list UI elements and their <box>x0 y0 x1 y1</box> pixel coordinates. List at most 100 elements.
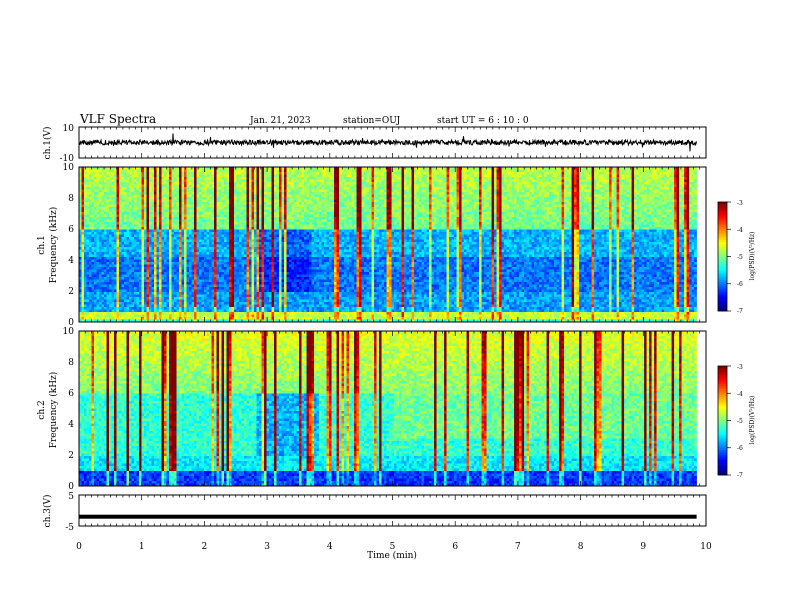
spectrogram-cell <box>229 167 232 170</box>
spectrogram-cell <box>256 182 260 185</box>
spectrogram-cell <box>439 209 442 213</box>
spectrogram-cell <box>226 179 230 183</box>
spectrogram-cell <box>664 192 667 195</box>
spectrogram-cell <box>226 197 230 200</box>
spectrogram-cell <box>109 192 112 195</box>
spectrogram-cell <box>501 192 505 195</box>
spectrogram-cell <box>374 184 377 188</box>
spectrogram-cell <box>284 179 287 183</box>
spectrogram-cell <box>174 202 177 205</box>
spectrogram-cell <box>236 192 240 195</box>
spectrogram-cell <box>491 199 495 203</box>
spectrogram-cell <box>216 207 220 210</box>
spectrogram-cell <box>159 199 162 203</box>
spectrogram-cell <box>231 177 235 180</box>
spectrogram-cell <box>624 179 627 183</box>
spectrogram-cell <box>374 187 377 190</box>
spectrogram-cell <box>194 179 197 183</box>
spectrogram-cell <box>376 179 380 183</box>
spectrogram-cell <box>231 199 235 203</box>
spectrogram-cell <box>264 192 267 195</box>
spectrogram-cell <box>684 187 687 190</box>
spectrogram-cell <box>421 179 425 183</box>
spectrogram-cell <box>311 167 315 170</box>
spectrogram-cell <box>504 192 507 195</box>
spectrogram-cell <box>114 184 117 188</box>
spectrogram-cell <box>669 212 672 215</box>
spectrogram-cell <box>389 169 392 173</box>
spectrogram-cell <box>561 202 565 205</box>
spectrogram-cell <box>644 172 647 175</box>
spectrogram-cell <box>221 204 225 208</box>
spectrogram-cell <box>389 187 392 190</box>
spectrogram-cell <box>436 197 440 200</box>
spectrogram-cell <box>251 172 255 175</box>
spectrogram-cell <box>466 177 470 180</box>
spectrogram-cell <box>449 172 452 175</box>
spectrogram-cell <box>556 207 560 210</box>
spectrogram-cell <box>601 184 605 188</box>
spectrogram-cell <box>496 172 500 175</box>
spectrogram-cell <box>246 197 250 200</box>
spectrogram-cell <box>134 194 137 198</box>
spectrogram-cell <box>149 207 152 210</box>
spectrogram-cell <box>311 177 315 180</box>
spectrogram-cell <box>414 207 417 210</box>
spectrogram-cell <box>516 194 520 198</box>
spectrogram-cell <box>504 174 507 178</box>
spectrogram-cell <box>241 184 245 188</box>
spectrogram-cell <box>499 194 502 198</box>
spectrogram-cell <box>259 199 262 203</box>
spectrogram-cell <box>291 179 295 183</box>
spectrogram-cell <box>86 214 90 218</box>
spectrogram-cell <box>571 207 575 210</box>
spectrogram-cell <box>214 174 217 178</box>
spectrogram-cell <box>574 167 577 170</box>
spectrogram-cell <box>444 172 447 175</box>
spectrogram-cell <box>136 199 140 203</box>
spectrogram-cell <box>586 179 590 183</box>
spectrogram-cell <box>301 177 305 180</box>
spectrogram-cell <box>561 179 565 183</box>
spectrogram-cell <box>81 192 85 195</box>
spectrogram-cell <box>251 182 255 185</box>
spectrogram-cell <box>576 204 580 208</box>
spectrogram-cell <box>159 192 162 195</box>
spectrogram-cell <box>399 187 402 190</box>
spectrogram-cell <box>199 172 202 175</box>
spectrogram-cell <box>84 172 87 175</box>
spectrogram-cell <box>386 209 390 213</box>
spectrogram-cell <box>81 207 85 210</box>
spectrogram-cell <box>554 177 557 180</box>
spectrogram-cell <box>324 207 327 210</box>
spectrogram-cell <box>461 207 465 210</box>
spectrogram-cell <box>326 189 330 193</box>
spectrogram-cell <box>501 212 505 215</box>
spectrogram-cell <box>391 174 395 178</box>
spectrogram-cell <box>364 187 367 190</box>
spectrogram-cell <box>636 202 640 205</box>
spectrogram-cell <box>299 184 302 188</box>
spectrogram-cell <box>229 192 232 195</box>
spectrogram-cell <box>251 169 255 173</box>
spectrogram-cell <box>274 207 277 210</box>
spectrogram-cell <box>389 207 392 210</box>
spectrogram-cell <box>474 182 477 185</box>
spectrogram-cell <box>159 194 162 198</box>
spectrogram-cell <box>521 187 525 190</box>
spectrogram-cell <box>144 202 147 205</box>
spectrogram-cell <box>229 187 232 190</box>
spectrogram-cell <box>531 174 535 178</box>
spectrogram-cell <box>456 182 460 185</box>
spectrogram-cell <box>249 207 252 210</box>
spectrogram-cell <box>351 177 355 180</box>
spectrogram-cell <box>116 194 120 198</box>
spectrogram-cell <box>559 194 562 198</box>
spectrogram-cell <box>401 199 405 203</box>
spectrogram-cell <box>524 199 527 203</box>
spectrogram-cell <box>334 209 337 213</box>
spectrogram-cell <box>354 189 357 193</box>
spectrogram-cell <box>151 179 155 183</box>
spectrogram-cell <box>624 184 627 188</box>
spectrogram-cell <box>151 207 155 210</box>
